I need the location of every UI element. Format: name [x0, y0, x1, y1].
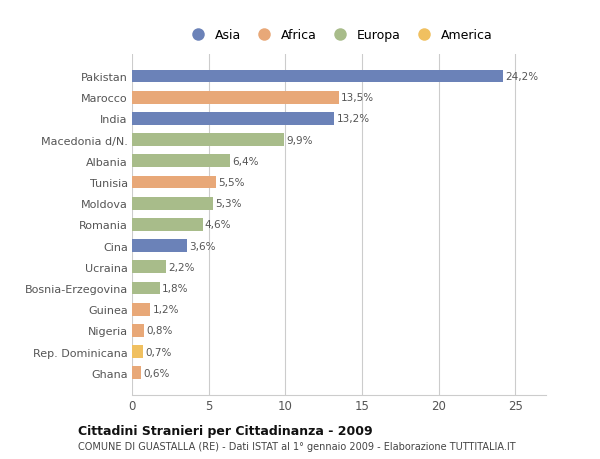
Bar: [132, 218, 203, 231]
Bar: [132, 325, 144, 337]
Text: 4,6%: 4,6%: [205, 220, 232, 230]
Text: 2,2%: 2,2%: [168, 262, 194, 272]
Bar: [132, 282, 160, 295]
Bar: [132, 197, 213, 210]
Bar: [132, 367, 141, 379]
Bar: [132, 92, 339, 104]
Text: 9,9%: 9,9%: [286, 135, 313, 146]
Text: 13,2%: 13,2%: [337, 114, 370, 124]
Bar: [132, 113, 334, 125]
Bar: [132, 346, 143, 358]
Text: 0,7%: 0,7%: [145, 347, 172, 357]
Bar: [132, 71, 503, 83]
Bar: [132, 176, 217, 189]
Text: 0,8%: 0,8%: [146, 326, 173, 336]
Text: 24,2%: 24,2%: [505, 72, 538, 82]
Bar: [132, 134, 284, 147]
Text: 6,4%: 6,4%: [232, 157, 259, 167]
Text: 0,6%: 0,6%: [143, 368, 170, 378]
Legend: Asia, Africa, Europa, America: Asia, Africa, Europa, America: [180, 24, 498, 47]
Bar: [132, 303, 151, 316]
Bar: [132, 261, 166, 274]
Text: 1,2%: 1,2%: [152, 304, 179, 314]
Text: 1,8%: 1,8%: [162, 283, 188, 293]
Text: 3,6%: 3,6%: [190, 241, 216, 251]
Bar: [132, 240, 187, 252]
Text: 5,3%: 5,3%: [215, 199, 242, 209]
Text: COMUNE DI GUASTALLA (RE) - Dati ISTAT al 1° gennaio 2009 - Elaborazione TUTTITAL: COMUNE DI GUASTALLA (RE) - Dati ISTAT al…: [78, 441, 515, 451]
Bar: [132, 155, 230, 168]
Text: 5,5%: 5,5%: [218, 178, 245, 188]
Text: 13,5%: 13,5%: [341, 93, 374, 103]
Text: Cittadini Stranieri per Cittadinanza - 2009: Cittadini Stranieri per Cittadinanza - 2…: [78, 424, 373, 437]
